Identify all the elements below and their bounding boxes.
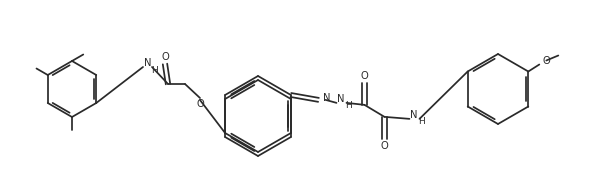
Text: N: N [337, 94, 345, 104]
Text: O: O [161, 52, 169, 62]
Text: O: O [361, 71, 368, 81]
Text: O: O [381, 141, 388, 151]
Text: H: H [151, 65, 158, 75]
Text: N: N [324, 93, 331, 103]
Text: O: O [196, 99, 204, 109]
Text: H: H [346, 101, 352, 110]
Text: N: N [410, 110, 418, 120]
Text: H: H [419, 117, 425, 126]
Text: O: O [542, 55, 550, 65]
Text: N: N [144, 58, 151, 68]
